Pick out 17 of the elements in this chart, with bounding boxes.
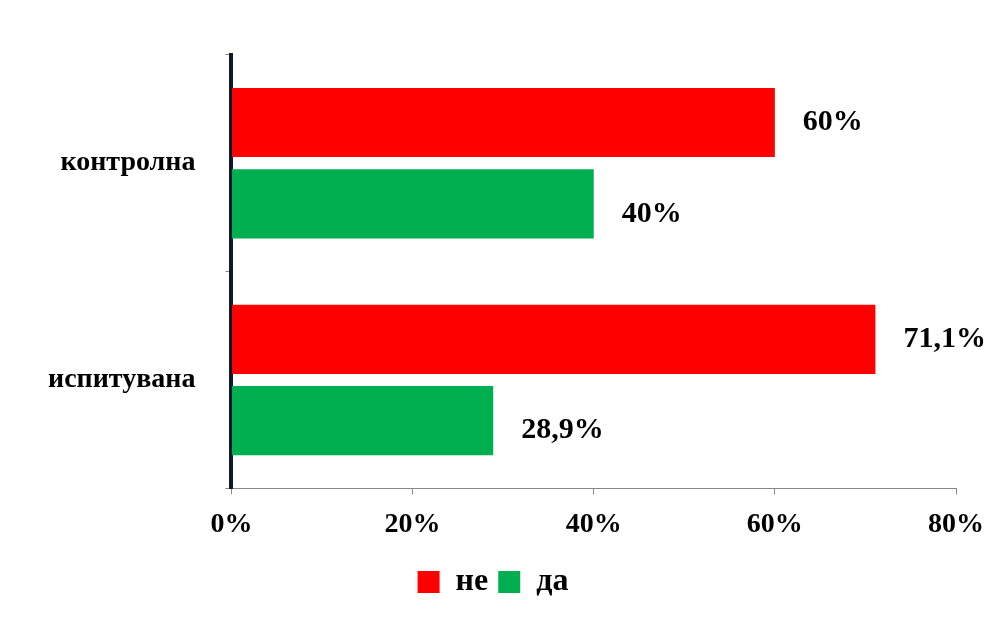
bar <box>231 88 775 158</box>
y-tick-label: испитувана <box>48 362 196 394</box>
legend-label: да <box>536 561 569 598</box>
data-label: 28,9% <box>521 411 604 445</box>
bar <box>231 169 594 239</box>
data-label: 60% <box>802 103 863 137</box>
y-tick-label: контролна <box>60 145 196 177</box>
x-tick-label: 40% <box>565 507 622 539</box>
x-tick-label: 60% <box>746 507 803 539</box>
x-tick-label: 20% <box>384 507 441 539</box>
bar <box>231 386 494 456</box>
legend-label: не <box>455 561 489 598</box>
data-label: 40% <box>621 194 682 228</box>
x-tick-label: 0% <box>210 507 253 539</box>
data-label: 71,1% <box>903 320 986 354</box>
bar <box>231 304 876 374</box>
x-tick-label: 80% <box>928 507 984 539</box>
